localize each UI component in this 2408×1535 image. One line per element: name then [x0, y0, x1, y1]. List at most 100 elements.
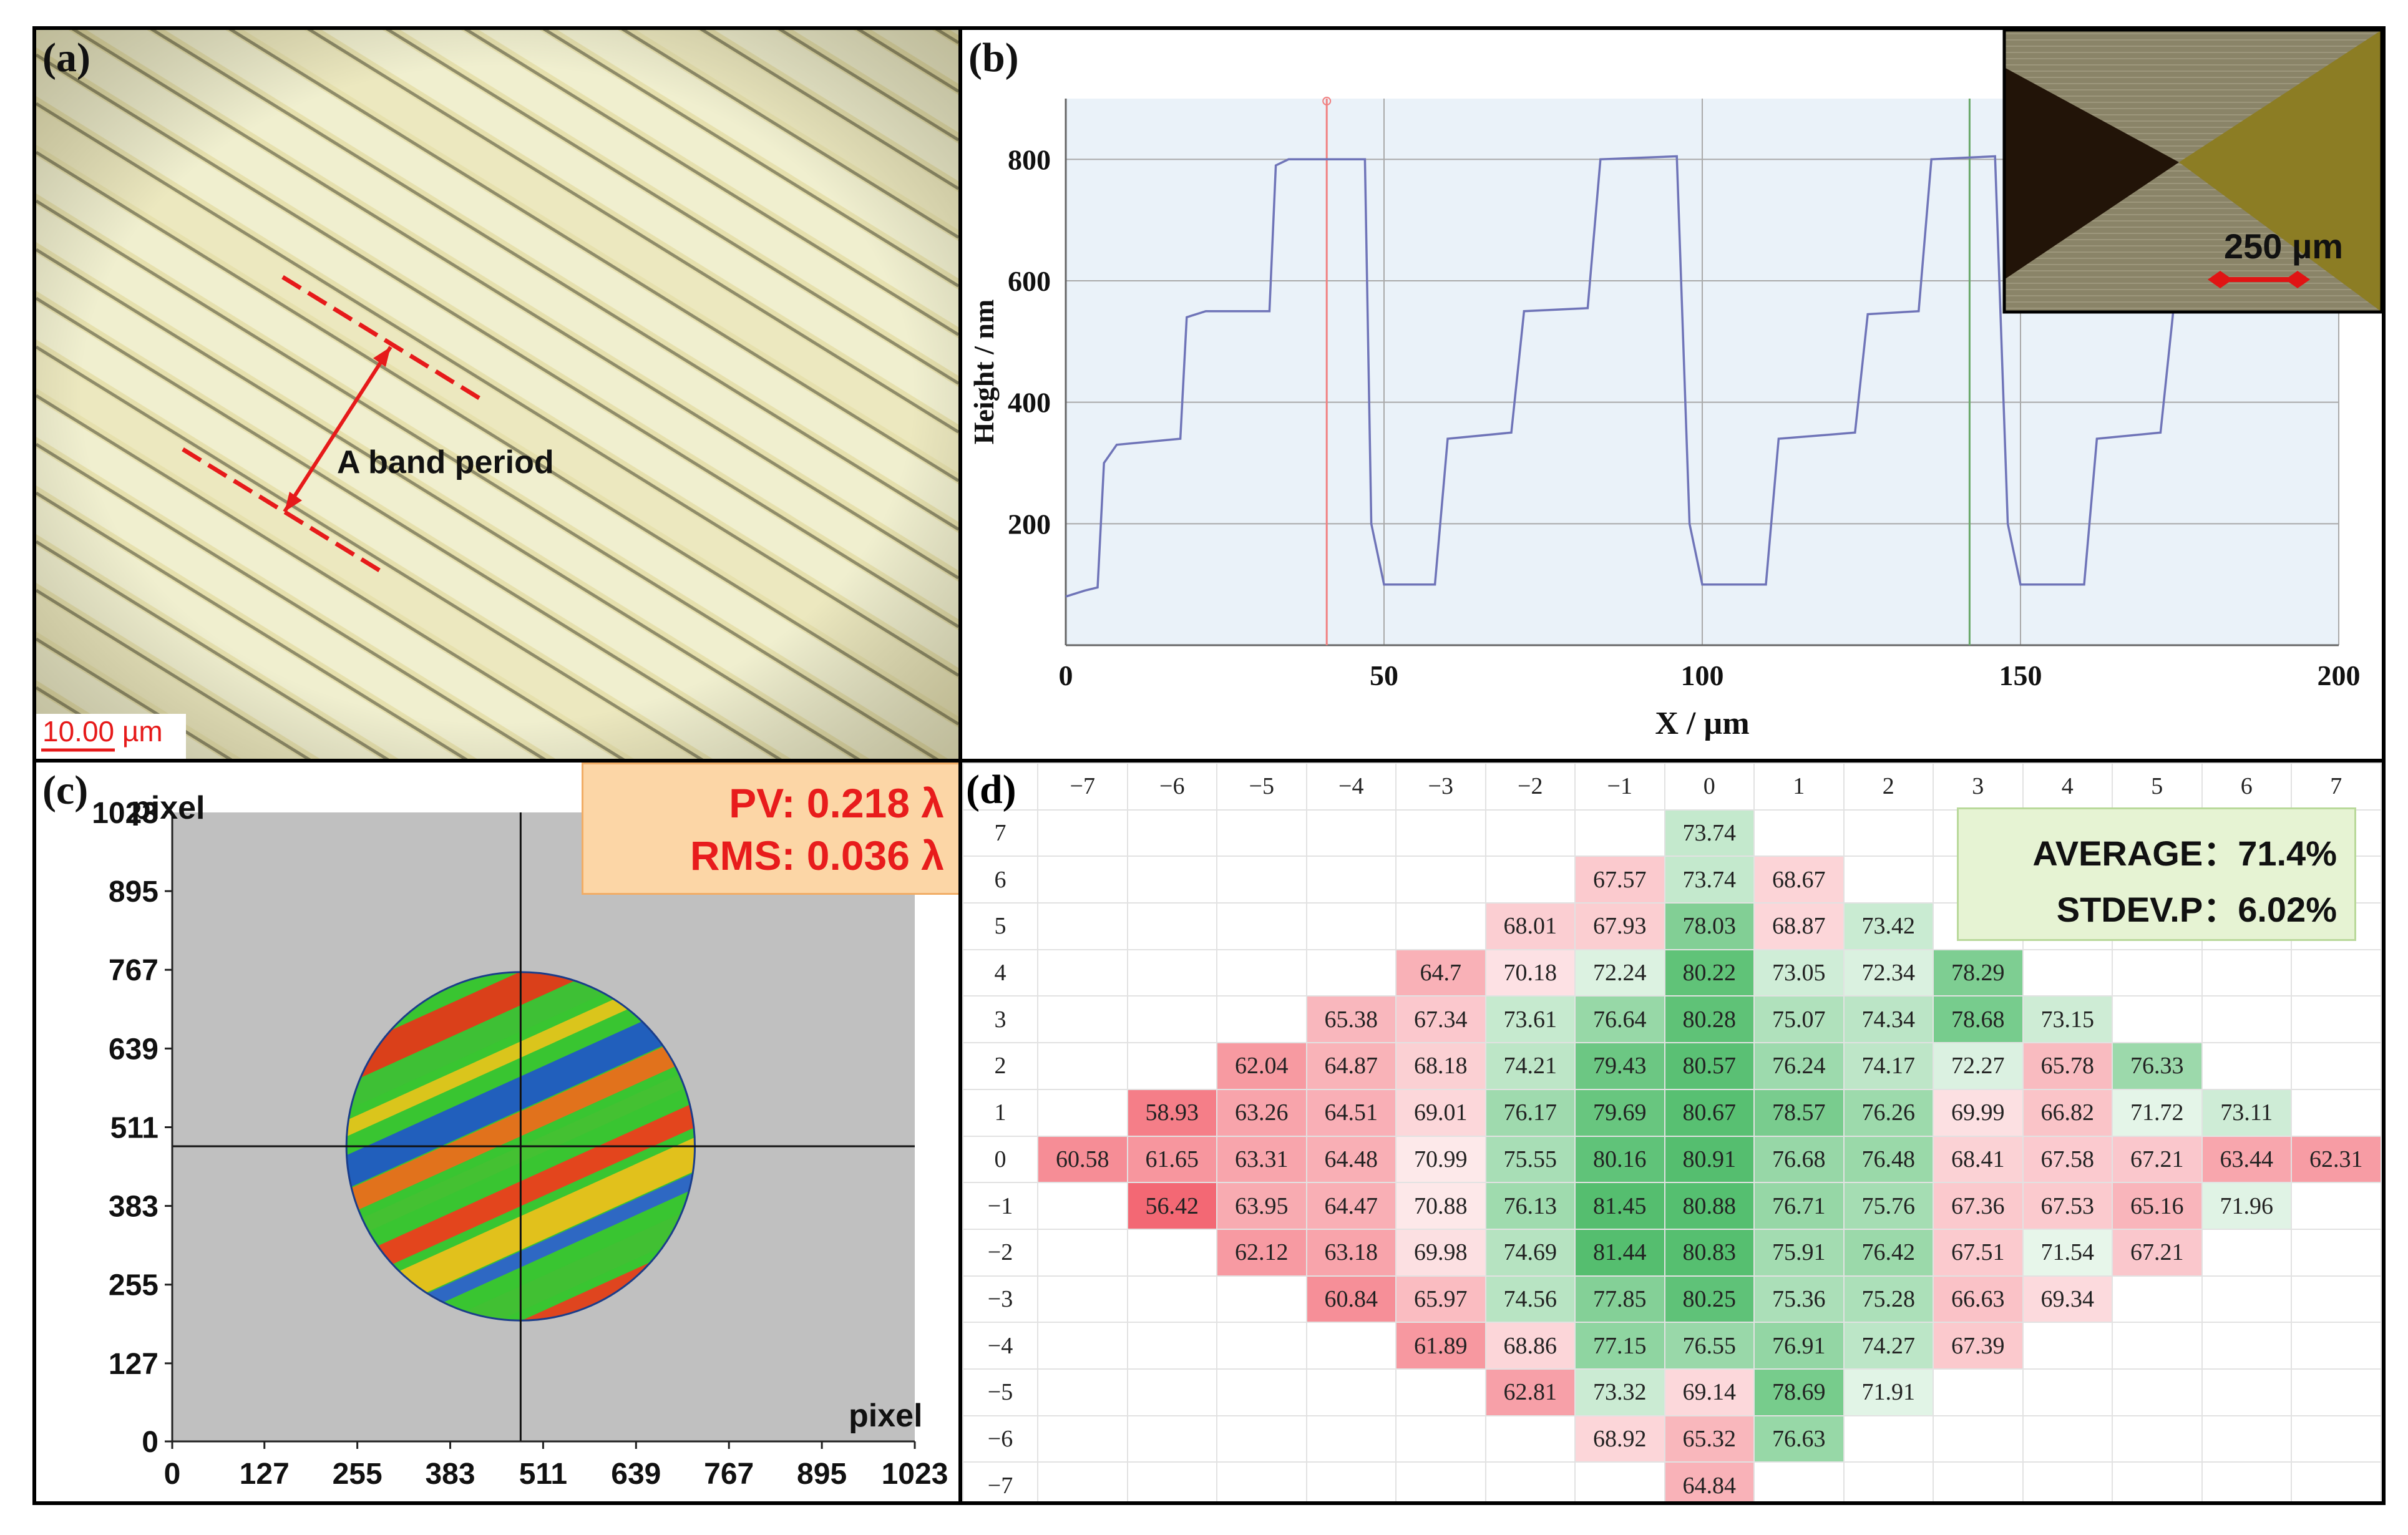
efficiency-cell: 76.26: [1843, 1088, 1934, 1137]
efficiency-cell: [1395, 902, 1486, 950]
header-corner: [962, 763, 1038, 811]
efficiency-cell: [1037, 1228, 1128, 1277]
average-value: AVERAGE：71.4%: [2032, 834, 2337, 873]
efficiency-cell: [1305, 948, 1397, 997]
efficiency-cell: [1305, 1461, 1397, 1501]
efficiency-cell: [1305, 902, 1397, 950]
efficiency-cell: [1843, 1415, 1934, 1463]
efficiency-cell: [1216, 995, 1307, 1044]
efficiency-cell: [1395, 855, 1486, 904]
cursor-red-handle[interactable]: [1322, 97, 1332, 105]
efficiency-cell: 62.31: [2291, 1135, 2382, 1184]
efficiency-cell: 75.36: [1753, 1275, 1845, 1323]
x-tick-label: 0: [164, 1458, 181, 1491]
column-header: 7: [2291, 763, 2382, 811]
efficiency-cell: 78.03: [1664, 902, 1755, 950]
efficiency-cell: 80.28: [1664, 995, 1755, 1044]
efficiency-cell: [2112, 1368, 2203, 1416]
efficiency-cell: [1933, 1368, 2024, 1416]
row-header: −2: [962, 1228, 1038, 1277]
efficiency-cell: 75.28: [1843, 1275, 1934, 1323]
efficiency-cell: 67.53: [2022, 1182, 2113, 1230]
efficiency-cell: 76.13: [1484, 1182, 1576, 1230]
efficiency-cell: [1933, 1461, 2024, 1501]
efficiency-cell: 61.89: [1395, 1322, 1486, 1370]
efficiency-cell: [1037, 1182, 1128, 1230]
efficiency-cell: [2201, 1228, 2292, 1277]
efficiency-cell: [1126, 1415, 1217, 1463]
efficiency-cell: [1216, 902, 1307, 950]
efficiency-cell: [1395, 1415, 1486, 1463]
efficiency-cell: [1484, 1415, 1576, 1463]
band-period-annotation: A band period: [182, 275, 554, 572]
efficiency-cell: [1126, 1228, 1217, 1277]
efficiency-cell: [2201, 1461, 2292, 1501]
efficiency-cell: 64.84: [1664, 1461, 1755, 1501]
table-row: −3 60.84 65.97 74.56 77.85 80.25 75.36 75.28 66.…: [962, 1275, 2382, 1323]
wavefront-chart: 0 127 255 383 511 639 767 895 1023 0 127 255 383 511 6…: [42, 768, 948, 1491]
efficiency-cell: 73.61: [1484, 995, 1576, 1044]
efficiency-cell: [1037, 1461, 1128, 1501]
x-tick-label: 100: [1681, 660, 1724, 691]
table-row: 1 58.93 63.26 64.51 69.01 76.17 79.69 80.67 78.5…: [962, 1088, 2382, 1137]
y-tick-label: 800: [1008, 144, 1051, 175]
y-tick-label: 511: [110, 1111, 158, 1144]
efficiency-cell: [1037, 809, 1128, 857]
efficiency-cell: [2291, 1415, 2382, 1463]
efficiency-cell: [1574, 809, 1665, 857]
y-tick-label: 1023: [92, 797, 158, 830]
efficiency-cell: [1484, 809, 1576, 857]
efficiency-cell: 61.65: [1126, 1135, 1217, 1184]
band-period-label: A band period: [337, 444, 554, 480]
efficiency-cell: [2022, 1368, 2113, 1416]
efficiency-cell: [1305, 1415, 1397, 1463]
efficiency-cell: 76.33: [2112, 1042, 2203, 1090]
efficiency-cell: 64.48: [1305, 1135, 1397, 1184]
efficiency-cell: 66.63: [1933, 1275, 2024, 1323]
efficiency-cell: 76.55: [1664, 1322, 1755, 1370]
row-header: 1: [962, 1088, 1038, 1137]
band-edge-upper: [281, 275, 480, 400]
efficiency-cell: 62.12: [1216, 1228, 1307, 1277]
column-header: 1: [1753, 763, 1845, 811]
panel-b-label: (b): [968, 35, 1019, 80]
pv-rms-box: PV: 0.218 λ RMS: 0.036 λ: [582, 763, 958, 895]
x-tick-label: 127: [240, 1458, 290, 1491]
efficiency-cell: 71.54: [2022, 1228, 2113, 1277]
efficiency-cell: [1126, 1461, 1217, 1501]
efficiency-cell: 65.78: [2022, 1042, 2113, 1090]
efficiency-cell: 76.48: [1843, 1135, 1934, 1184]
arrow-head-bottom: [285, 492, 302, 512]
efficiency-cell: 63.31: [1216, 1135, 1307, 1184]
efficiency-cell: 79.69: [1574, 1088, 1665, 1137]
efficiency-cell: [2291, 1088, 2382, 1137]
x-tick-label: 200: [2318, 660, 2361, 691]
row-header: 0: [962, 1135, 1038, 1184]
efficiency-cell: 80.22: [1664, 948, 1755, 997]
efficiency-cell: 74.27: [1843, 1322, 1934, 1370]
efficiency-grid: −7 −6 −5 −4 −3 −2 −1 0 1 2 3 4 5 6 7 7 73.74 6 67.57 73.74 6…: [962, 763, 2382, 1501]
efficiency-cell: [2022, 1461, 2113, 1501]
efficiency-cell: [1216, 1415, 1307, 1463]
efficiency-cell: 66.82: [2022, 1088, 2113, 1137]
efficiency-cell: [1484, 855, 1576, 904]
efficiency-cell: [1216, 809, 1307, 857]
efficiency-cell: [2112, 948, 2203, 997]
efficiency-cell: [1843, 1461, 1934, 1501]
efficiency-cell: 75.91: [1753, 1228, 1845, 1277]
x-tick-label: 767: [704, 1458, 754, 1491]
efficiency-cell: 80.16: [1574, 1135, 1665, 1184]
efficiency-cell: [1037, 1275, 1128, 1323]
efficiency-cell: [2201, 995, 2292, 1044]
efficiency-cell: 62.81: [1484, 1368, 1576, 1416]
efficiency-cell: [2022, 948, 2113, 997]
efficiency-cell: 76.24: [1753, 1042, 1845, 1090]
scale-bar-label: 10.00 µm: [42, 715, 163, 748]
efficiency-cell: [2112, 1275, 2203, 1323]
table-row: 2 62.04 64.87 68.18 74.21 79.43 80.57 76.24 74.1…: [962, 1042, 2382, 1090]
efficiency-cell: [1753, 809, 1845, 857]
panel-d-label: (d): [966, 767, 1016, 812]
efficiency-cell: [2291, 1228, 2382, 1277]
efficiency-cell: 72.27: [1933, 1042, 2024, 1090]
efficiency-cell: 75.55: [1484, 1135, 1576, 1184]
